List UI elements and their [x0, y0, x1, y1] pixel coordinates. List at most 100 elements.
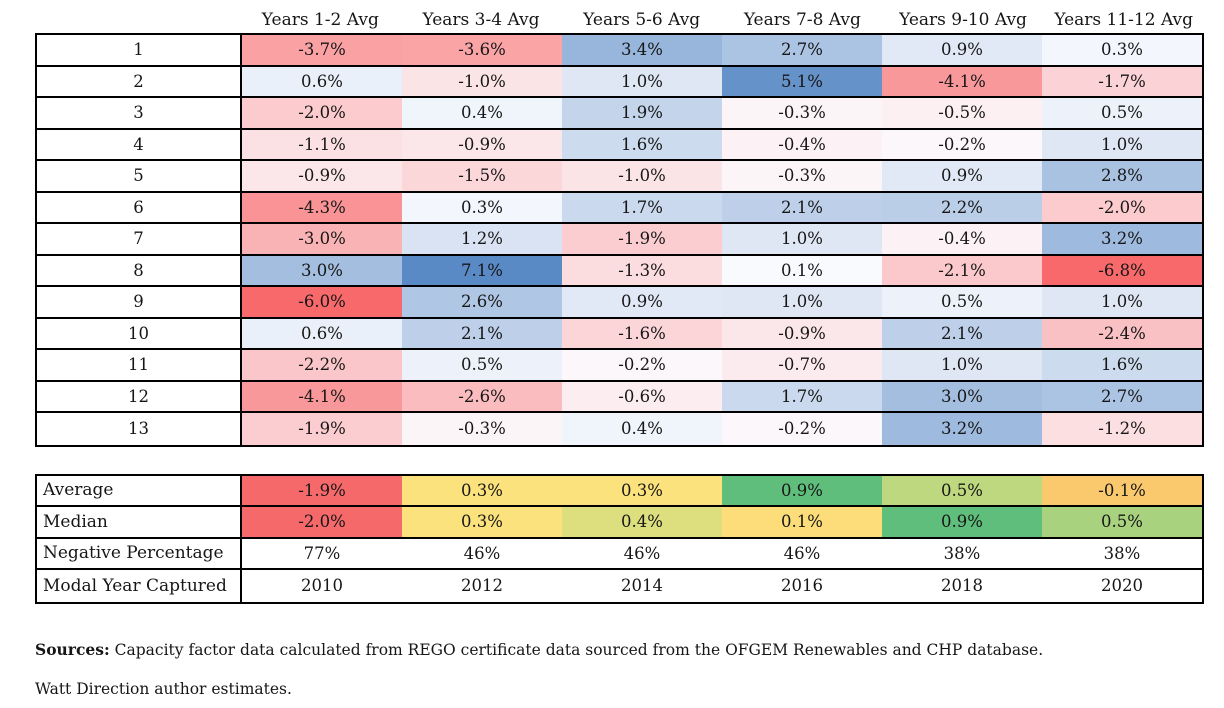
heatmap-cell: 0.3% — [402, 192, 562, 222]
summary-row: Negative Percentage 77% 46% 46% 46% 38% 38% — [37, 538, 1202, 570]
table-row: 4 -1.1% -0.9% 1.6% -0.4% -0.2% 1.0% — [37, 129, 1202, 161]
summary-cell: 0.9% — [722, 475, 882, 505]
summary-cell: 2014 — [621, 576, 663, 596]
heatmap-cell: 2.1% — [402, 318, 562, 348]
heatmap-cell: 1.0% — [562, 66, 722, 96]
row-label: 2 — [37, 66, 242, 96]
heatmap-cell: 7.1% — [402, 255, 562, 285]
heatmap-cell: -2.4% — [1042, 318, 1202, 348]
column-header: Years 5-6 Avg — [583, 10, 701, 30]
heatmap-cell: -3.7% — [242, 35, 402, 65]
row-label-column-spacer — [35, 8, 240, 33]
heatmap-cell: 1.7% — [722, 381, 882, 411]
row-label: 7 — [37, 224, 242, 254]
heatmap-cell: 0.5% — [882, 287, 1042, 317]
row-label: 11 — [37, 350, 242, 380]
sources-line: Sources: Capacity factor data calculated… — [35, 640, 1224, 659]
row-label: 9 — [37, 287, 242, 317]
table-row: 10 0.6% 2.1% -1.6% -0.9% 2.1% -2.4% — [37, 318, 1202, 350]
heatmap-cell: 3.2% — [1042, 224, 1202, 254]
heatmap-cell: 3.0% — [882, 381, 1042, 411]
summary-cell: 2010 — [301, 576, 343, 596]
row-label: 4 — [37, 129, 242, 159]
heatmap-cell: 0.9% — [882, 35, 1042, 65]
summary-cell: 0.5% — [882, 475, 1042, 505]
heatmap-cell: -6.0% — [242, 287, 402, 317]
sources-text: Capacity factor data calculated from REG… — [109, 640, 1044, 659]
heatmap-cell: -0.7% — [722, 350, 882, 380]
table-row: 7 -3.0% 1.2% -1.9% 1.0% -0.4% 3.2% — [37, 224, 1202, 256]
summary-cell: 0.5% — [1042, 507, 1202, 537]
heatmap-cell: 0.5% — [1042, 98, 1202, 128]
heatmap-cell: 3.4% — [562, 35, 722, 65]
table-row: 8 3.0% 7.1% -1.3% 0.1% -2.1% -6.8% — [37, 255, 1202, 287]
heatmap-cell: 2.1% — [882, 318, 1042, 348]
column-header: Years 1-2 Avg — [261, 10, 379, 30]
heatmap-cell: -2.0% — [242, 98, 402, 128]
heatmap-table: 1 -3.7% -3.6% 3.4% 2.7% 0.9% 0.3% 2 0.6% -1.0% 1.0… — [35, 33, 1204, 447]
table-row: 3 -2.0% 0.4% 1.9% -0.3% -0.5% 0.5% — [37, 98, 1202, 130]
heatmap-cell: -1.5% — [402, 161, 562, 191]
summary-cell: 0.1% — [722, 507, 882, 537]
heatmap-cell: -4.1% — [242, 381, 402, 411]
heatmap-cell: 2.2% — [882, 192, 1042, 222]
heatmap-cell: -0.3% — [722, 161, 882, 191]
heatmap-cell: 3.0% — [242, 255, 402, 285]
heatmap-cell: 1.0% — [1042, 287, 1202, 317]
heatmap-cell: -2.1% — [882, 255, 1042, 285]
summary-cell: 46% — [463, 543, 501, 563]
heatmap-cell: 2.8% — [1042, 161, 1202, 191]
summary-cell: 46% — [783, 543, 821, 563]
heatmap-cell: 1.2% — [402, 224, 562, 254]
attribution-note: Watt Direction author estimates. — [35, 679, 292, 698]
heatmap-cell: -1.6% — [562, 318, 722, 348]
heatmap-cell: 0.3% — [1042, 35, 1202, 65]
heatmap-cell: -3.6% — [402, 35, 562, 65]
heatmap-cell: 1.0% — [1042, 129, 1202, 159]
summary-cell: 0.9% — [882, 507, 1042, 537]
summary-cell: 46% — [623, 543, 661, 563]
sources-note: Sources: Capacity factor data calculated… — [35, 640, 1224, 698]
summary-cell: 2020 — [1101, 576, 1143, 596]
summary-cell: 0.3% — [562, 475, 722, 505]
row-label: 3 — [37, 98, 242, 128]
heatmap-cell: 1.6% — [562, 129, 722, 159]
summary-row: Average -1.9% 0.3% 0.3% 0.9% 0.5% -0.1% — [37, 475, 1202, 507]
summary-cell: 0.3% — [402, 507, 562, 537]
column-header: Years 3-4 Avg — [422, 10, 540, 30]
summary-cell: 0.3% — [402, 475, 562, 505]
row-label: 6 — [37, 192, 242, 222]
column-header: Years 7-8 Avg — [743, 10, 861, 30]
summary-row-label: Average — [37, 475, 242, 505]
heatmap-cell: -0.2% — [562, 350, 722, 380]
capacity-factor-table-page: Years 1-2 Avg Years 3-4 Avg Years 5-6 Avg Y… — [0, 8, 1224, 708]
heatmap-cell: -0.9% — [402, 129, 562, 159]
row-label: 13 — [37, 413, 242, 445]
table-row: 6 -4.3% 0.3% 1.7% 2.1% 2.2% -2.0% — [37, 192, 1202, 224]
heatmap-cell: -4.3% — [242, 192, 402, 222]
row-label: 8 — [37, 255, 242, 285]
heatmap-cell: 0.4% — [402, 98, 562, 128]
heatmap-cell: -1.9% — [242, 413, 402, 445]
heatmap-cell: 1.7% — [562, 192, 722, 222]
heatmap-cell: 1.0% — [882, 350, 1042, 380]
heatmap-cell: -1.9% — [562, 224, 722, 254]
summary-cell: 38% — [1103, 543, 1141, 563]
heatmap-cell: -2.2% — [242, 350, 402, 380]
heatmap-cell: -0.3% — [722, 98, 882, 128]
summary-row-label: Modal Year Captured — [37, 570, 242, 602]
summary-cell: 2018 — [941, 576, 983, 596]
summary-cell: -2.0% — [242, 507, 402, 537]
column-header: Years 9-10 Avg — [899, 10, 1027, 30]
heatmap-cell: -1.1% — [242, 129, 402, 159]
summary-table: Average -1.9% 0.3% 0.3% 0.9% 0.5% -0.1% Median -… — [35, 473, 1204, 604]
row-label: 5 — [37, 161, 242, 191]
heatmap-cell: 0.6% — [242, 66, 402, 96]
summary-row-label: Median — [37, 507, 242, 537]
heatmap-cell: 2.7% — [722, 35, 882, 65]
heatmap-cell: -0.3% — [402, 413, 562, 445]
heatmap-cell: -2.0% — [1042, 192, 1202, 222]
heatmap-cell: -0.6% — [562, 381, 722, 411]
heatmap-cell: 2.1% — [722, 192, 882, 222]
heatmap-cell: 1.9% — [562, 98, 722, 128]
